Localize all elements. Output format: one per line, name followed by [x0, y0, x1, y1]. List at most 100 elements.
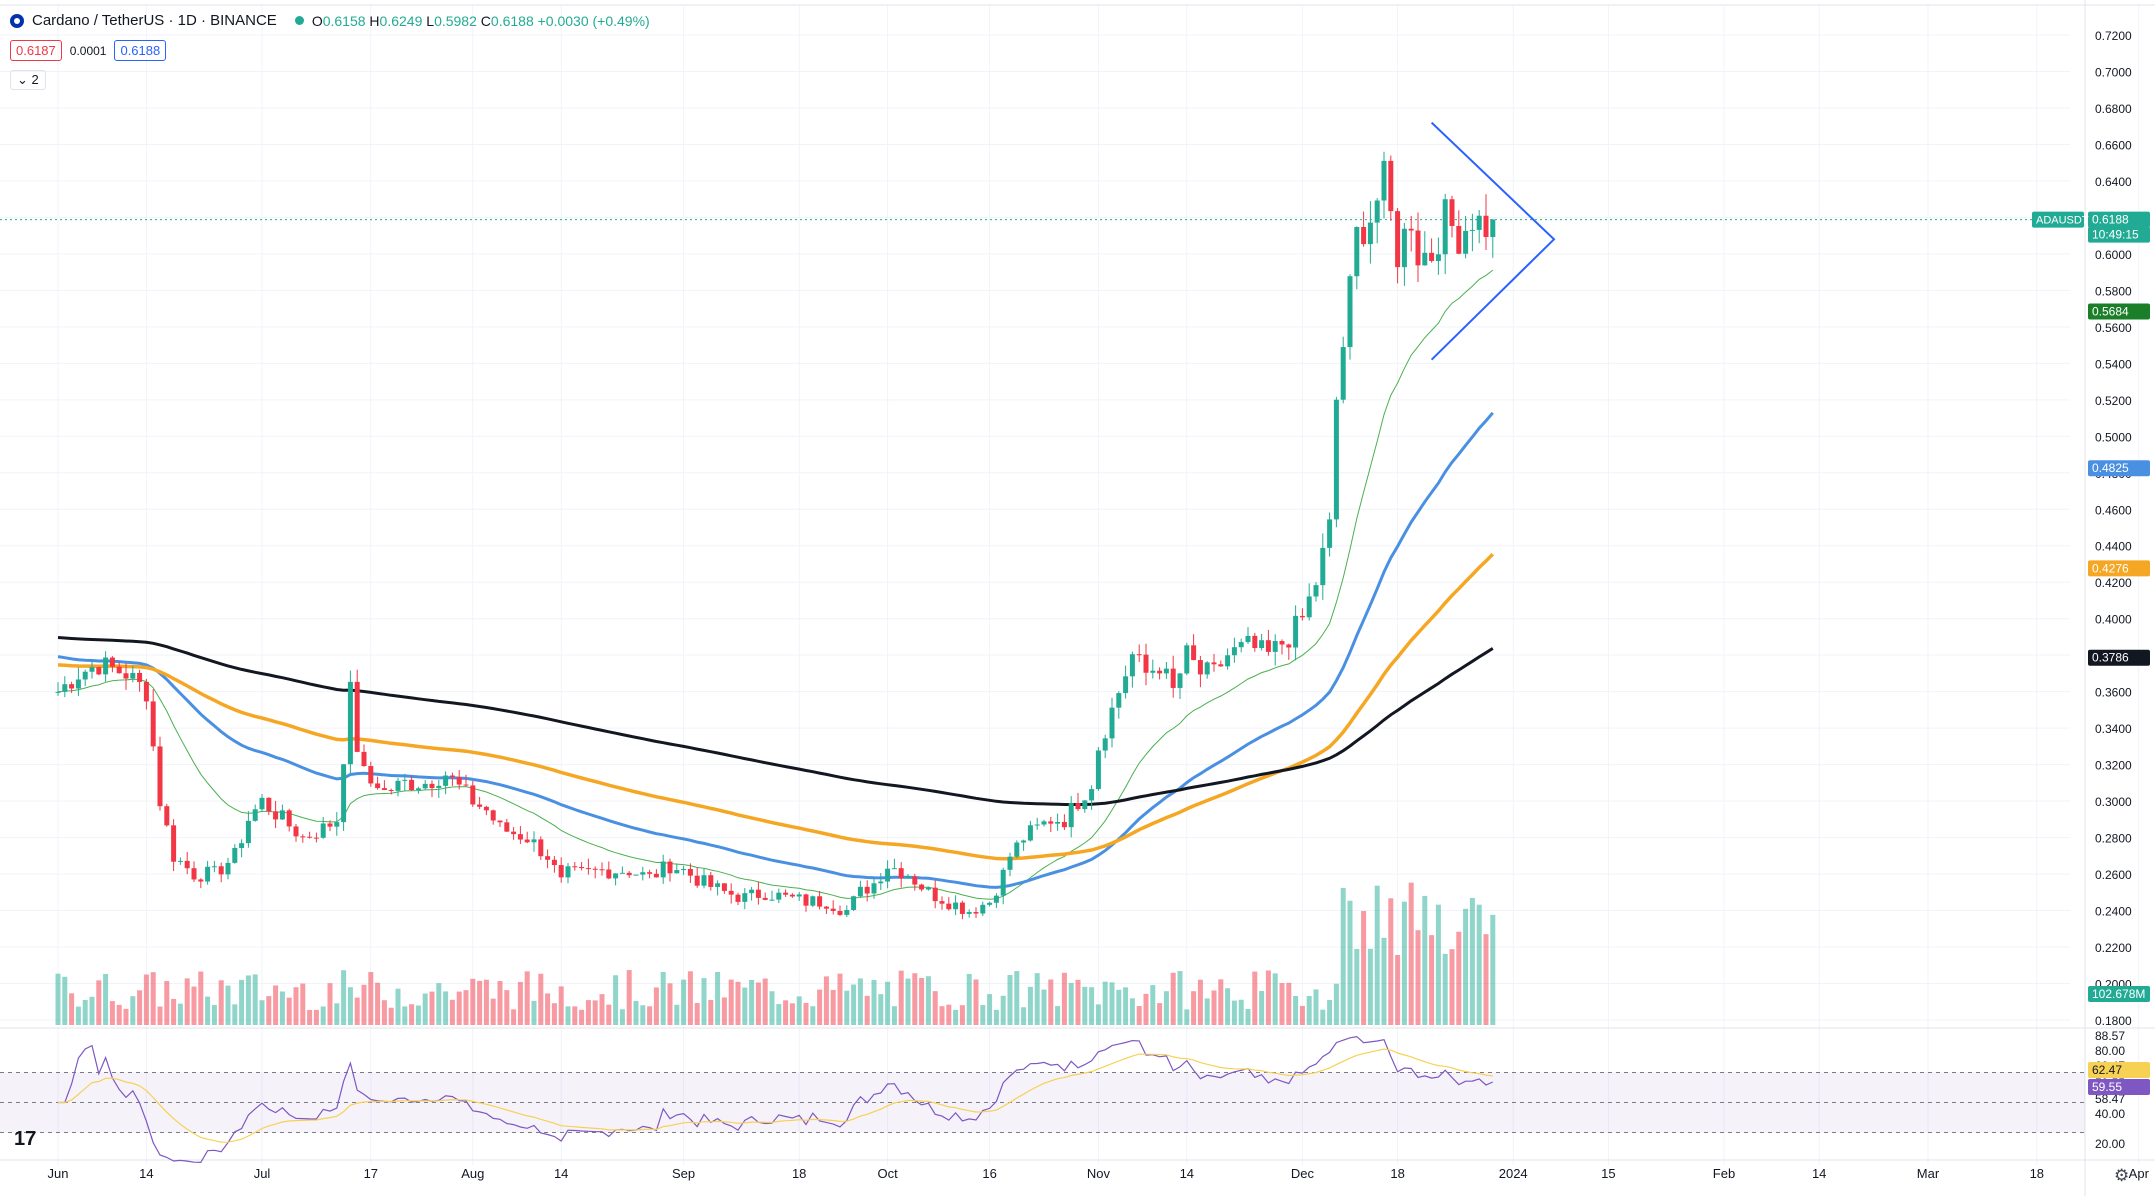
candle-body — [96, 667, 102, 675]
ask-price[interactable]: 0.6188 — [114, 40, 167, 61]
candles — [55, 151, 1496, 920]
candle-body — [1109, 707, 1115, 739]
indicators-toggle-button[interactable]: ⌄ 2 — [10, 70, 46, 90]
cardano-logo-icon — [10, 13, 24, 28]
volume-bar — [667, 983, 673, 1025]
candle-body — [572, 866, 578, 868]
volume-bar — [1075, 979, 1081, 1025]
candle-body — [109, 657, 115, 667]
volume-bar — [1381, 937, 1387, 1025]
candle-body — [1456, 225, 1462, 254]
candle-body — [558, 865, 564, 878]
volume-bar — [1333, 983, 1339, 1025]
volume-bar — [286, 997, 292, 1025]
volume-bar — [674, 1004, 680, 1025]
candle-body — [164, 806, 170, 826]
volume-bar — [749, 979, 755, 1025]
ema-100-line — [57, 552, 1495, 861]
candle-body — [62, 684, 68, 692]
candle-body — [1245, 635, 1251, 643]
candle-body — [1252, 635, 1258, 649]
candle-body — [939, 901, 945, 904]
price-tick-label: 0.7200 — [2095, 29, 2132, 43]
bid-price[interactable]: 0.6187 — [10, 40, 62, 61]
volume-bar — [252, 974, 258, 1025]
volume-bar — [694, 1002, 700, 1025]
candle-body — [980, 904, 986, 914]
ema100-badge-bg — [2088, 560, 2150, 577]
volume-bar — [640, 1005, 646, 1025]
candle-body — [517, 834, 523, 840]
candle-body — [653, 873, 659, 878]
candle-body — [953, 902, 959, 910]
settings-gear-icon[interactable]: ⚙ — [2114, 1166, 2130, 1185]
volume-bar — [1265, 970, 1271, 1025]
candle-body — [1204, 662, 1210, 675]
candle-body — [1395, 211, 1401, 268]
volume-bar — [320, 1006, 326, 1025]
volume-bar — [1089, 987, 1095, 1025]
candle-body — [599, 869, 605, 871]
volume-bar — [905, 978, 911, 1025]
candle-body — [1415, 230, 1421, 266]
ema100-badge: 0.4276 — [2092, 561, 2129, 575]
time-tick-label: Dec — [1291, 1166, 1315, 1181]
volume-bar — [157, 1006, 163, 1025]
volume-bar — [803, 1002, 809, 1025]
volume-bar — [1123, 987, 1129, 1025]
volume-bar — [1442, 953, 1448, 1025]
rsi-ma-line — [58, 1048, 1493, 1143]
candle-body — [545, 856, 551, 860]
candle-body — [225, 862, 231, 875]
candle-body — [1347, 276, 1353, 348]
volume-bar — [259, 1000, 265, 1025]
volume-bar — [885, 981, 891, 1025]
volume-bar — [1211, 990, 1217, 1025]
volume-bar — [1415, 930, 1421, 1025]
price-tick-label: 0.3400 — [2095, 722, 2132, 736]
candle-body — [946, 903, 952, 910]
candle-body — [1286, 644, 1292, 648]
candle-body — [300, 836, 306, 838]
price-tick-label: 0.2800 — [2095, 832, 2132, 846]
volume-bar — [538, 973, 544, 1025]
price-tick-label: 0.3200 — [2095, 759, 2132, 773]
volume-bar — [823, 976, 829, 1025]
volume-bar — [477, 980, 483, 1025]
time-tick-label: Apr — [2129, 1166, 2150, 1181]
candle-body — [844, 909, 850, 915]
candle-body — [932, 887, 938, 902]
volume-bar — [82, 999, 88, 1025]
volume-bar — [313, 1009, 319, 1025]
volume-bar — [1136, 1006, 1142, 1025]
volume-bar — [1286, 982, 1292, 1025]
ema200-badge-bg — [2088, 649, 2150, 666]
volume-bar — [1184, 1009, 1190, 1025]
volume-bar — [851, 984, 857, 1025]
candle-body — [239, 843, 245, 848]
volume-bar — [1340, 887, 1346, 1025]
candle-body — [1313, 585, 1319, 597]
volume-bar — [728, 979, 734, 1025]
volume-bar — [1163, 991, 1169, 1025]
candle-body — [721, 883, 727, 891]
volume-bars — [55, 882, 1496, 1025]
countdown-badge: 10:49:15 — [2092, 228, 2139, 242]
symbol-title[interactable]: Cardano / TetherUS · 1D · BINANCE — [32, 12, 277, 29]
volume-bar — [1170, 972, 1176, 1025]
candle-body — [1231, 647, 1237, 656]
volume-bar — [715, 972, 721, 1025]
price-tick-label: 0.5200 — [2095, 394, 2132, 408]
candle-body — [565, 866, 571, 878]
ema-50-line — [57, 411, 1494, 889]
volume-bar — [307, 1009, 313, 1025]
candle-body — [1272, 641, 1278, 652]
volume-bar — [565, 1006, 571, 1025]
candle-body — [1463, 230, 1469, 254]
volume-bar — [524, 971, 530, 1025]
candle-body — [1265, 640, 1271, 652]
volume-bar — [55, 973, 61, 1025]
candle-body — [1299, 615, 1305, 618]
volume-bar — [1367, 948, 1373, 1025]
